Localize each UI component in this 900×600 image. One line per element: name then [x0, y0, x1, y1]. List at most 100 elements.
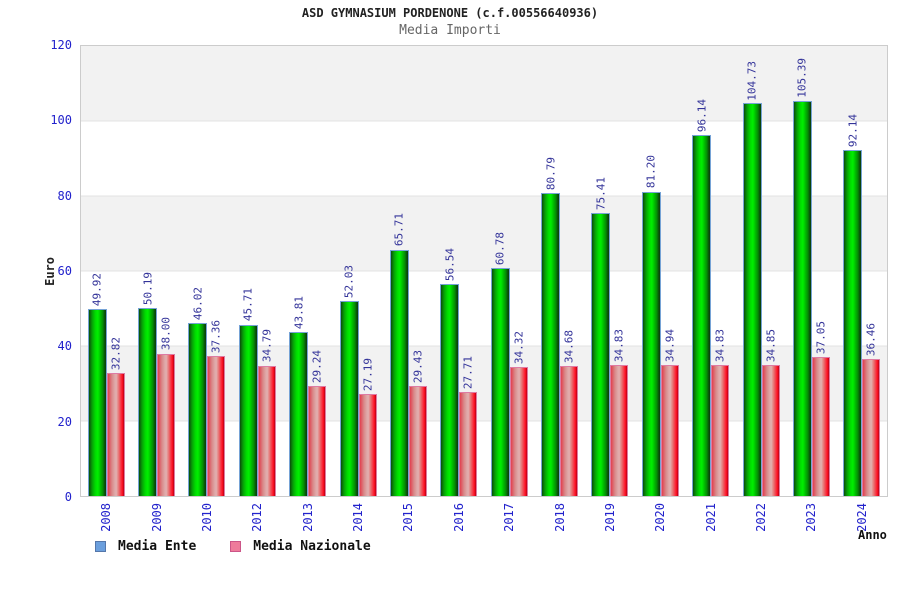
x-tick-year-2008: 2008 [99, 503, 114, 532]
bar-value-label: 29.43 [411, 349, 425, 383]
media-nazionale-bar-2020: 34.94 [660, 329, 679, 496]
media-nazionale-bar-2021: 34.83 [711, 329, 730, 496]
bar-group-2022: 104.73 34.85 2022 [736, 46, 786, 532]
bar-group-2008: 49.92 32.82 2008 [81, 46, 131, 532]
bar-value-label: 34.83 [713, 329, 727, 363]
bar-group-2015: 65.71 29.43 2015 [383, 46, 433, 532]
y-axis-ticks: 0 20 40 60 80 100 120 [0, 39, 72, 503]
bar-group-2020: 81.20 34.94 2020 [635, 46, 685, 532]
media-ente-bar-2018: 80.79 [541, 157, 561, 496]
bar-group-2018: 80.79 34.68 2018 [534, 46, 584, 532]
bar-group-2013: 43.81 29.24 2013 [283, 46, 333, 532]
y-tick-80: 80 [57, 188, 72, 203]
bar-group-2017: 60.78 34.32 2017 [484, 46, 534, 532]
bar-group-2024: 92.14 36.46 2024 [837, 46, 887, 532]
media-ente-bar-2023: 105.39 [792, 58, 812, 496]
bar-value-label: 96.14 [695, 99, 709, 133]
bar-group-2009: 50.19 38.00 2009 [131, 46, 181, 532]
chart-title: ASD GYMNASIUM PORDENONE (c.f.00556640936… [301, 6, 599, 20]
media-nazionale-bar-2008: 32.82 [106, 337, 125, 496]
bar-value-label: 38.00 [159, 317, 173, 351]
bar-value-label: 29.24 [310, 350, 324, 384]
media-ente-bar-2009: 50.19 [138, 272, 158, 496]
bar-group-2016: 56.54 27.71 2016 [434, 46, 484, 532]
legend-item-media-nazionale: Media Nazionale [230, 539, 371, 554]
media-nazionale-bar-2018: 34.68 [560, 330, 579, 496]
x-tick-year-2019: 2019 [602, 503, 617, 532]
media-ente-bar-2019: 75.41 [591, 177, 611, 496]
x-axis-label: Anno [858, 528, 887, 542]
media-nazionale-bar-2017: 34.32 [509, 331, 528, 496]
media-nazionale-bar-2012: 34.79 [257, 329, 276, 496]
bar-value-label: 105.39 [795, 58, 809, 98]
x-tick-year-2013: 2013 [300, 503, 315, 532]
bar-value-label: 75.41 [594, 177, 608, 211]
media-nazionale-bar-2023: 37.05 [811, 321, 830, 496]
media-ente-bar-2017: 60.78 [490, 232, 510, 496]
y-tick-0: 0 [64, 490, 72, 504]
media-ente-bar-2016: 56.54 [440, 248, 460, 496]
legend-swatch-media-ente [95, 541, 106, 552]
media-ente-bar-2014: 52.03 [339, 265, 359, 496]
bar-value-label: 43.81 [292, 295, 306, 329]
media-nazionale-bar-2015: 29.43 [408, 350, 427, 496]
x-tick-year-2023: 2023 [804, 503, 819, 532]
bar-group-2021: 96.14 34.83 2021 [686, 46, 736, 532]
y-tick-120: 120 [50, 38, 72, 52]
x-tick-year-2022: 2022 [754, 503, 769, 532]
bar-value-label: 34.83 [612, 329, 626, 363]
bar-value-label: 34.32 [512, 331, 526, 365]
media-ente-bar-2015: 65.71 [389, 213, 409, 496]
x-tick-year-2012: 2012 [250, 503, 265, 532]
x-tick-year-2010: 2010 [199, 503, 214, 532]
legend-label: Media Ente [118, 539, 197, 554]
y-tick-40: 40 [57, 339, 72, 354]
legend-label: Media Nazionale [253, 539, 371, 554]
media-nazionale-bar-2010: 37.36 [207, 320, 226, 496]
bar-group-2012: 45.71 34.79 2012 [232, 46, 282, 532]
media-nazionale-bar-2024: 36.46 [862, 323, 881, 496]
bar-value-label: 50.19 [141, 271, 155, 305]
x-tick-year-2017: 2017 [502, 503, 517, 532]
bar-groups: 49.92 32.82 2008 50.19 38.00 2009 46.02 37.36 20… [81, 46, 887, 532]
bar-value-label: 52.03 [342, 264, 356, 298]
y-tick-20: 20 [57, 414, 72, 429]
media-ente-bar-2013: 43.81 [289, 296, 309, 496]
media-ente-bar-2024: 92.14 [843, 114, 863, 496]
bar-value-label: 65.71 [392, 213, 406, 247]
chart-subtitle: Media Importi [399, 23, 501, 38]
media-nazionale-bar-2009: 38.00 [157, 317, 176, 496]
bar-value-label: 37.36 [209, 319, 223, 353]
media-ente-bar-2021: 96.14 [692, 99, 712, 496]
media-ente-bar-2020: 81.20 [641, 155, 661, 496]
bar-value-label: 49.92 [90, 272, 104, 306]
bar-value-label: 80.79 [544, 156, 558, 191]
bar-value-label: 27.71 [461, 355, 475, 390]
x-tick-year-2016: 2016 [451, 503, 466, 532]
media-nazionale-bar-2014: 27.19 [358, 358, 377, 496]
x-tick-year-2021: 2021 [703, 503, 718, 532]
bar-value-label: 46.02 [191, 287, 205, 321]
x-tick-year-2018: 2018 [552, 503, 567, 532]
media-nazionale-bar-2022: 34.85 [761, 329, 780, 496]
x-tick-year-2009: 2009 [149, 503, 164, 532]
media-nazionale-bar-2013: 29.24 [308, 350, 327, 496]
media-ente-bar-2010: 46.02 [188, 287, 208, 496]
bar-group-2014: 52.03 27.19 2014 [333, 46, 383, 532]
bar-value-label: 36.46 [864, 323, 878, 357]
bar-value-label: 34.85 [764, 329, 778, 363]
bar-value-label: 81.20 [644, 155, 658, 189]
bar-value-label: 34.79 [260, 329, 274, 363]
bar-value-label: 27.19 [361, 357, 375, 392]
x-tick-year-2014: 2014 [351, 503, 366, 532]
bar-group-2010: 46.02 37.36 2010 [182, 46, 232, 532]
legend-item-media-ente: Media Ente [95, 540, 196, 553]
bar-value-label: 32.82 [109, 336, 123, 370]
bar-value-label: 34.94 [663, 328, 677, 362]
x-tick-year-2020: 2020 [653, 503, 668, 532]
bar-value-label: 34.68 [562, 329, 576, 363]
legend-swatch-media-nazionale [230, 541, 242, 552]
media-ente-bar-2008: 49.92 [87, 273, 107, 496]
plot-area: 49.92 32.82 2008 50.19 38.00 2009 46.02 37.36 20… [80, 45, 888, 532]
